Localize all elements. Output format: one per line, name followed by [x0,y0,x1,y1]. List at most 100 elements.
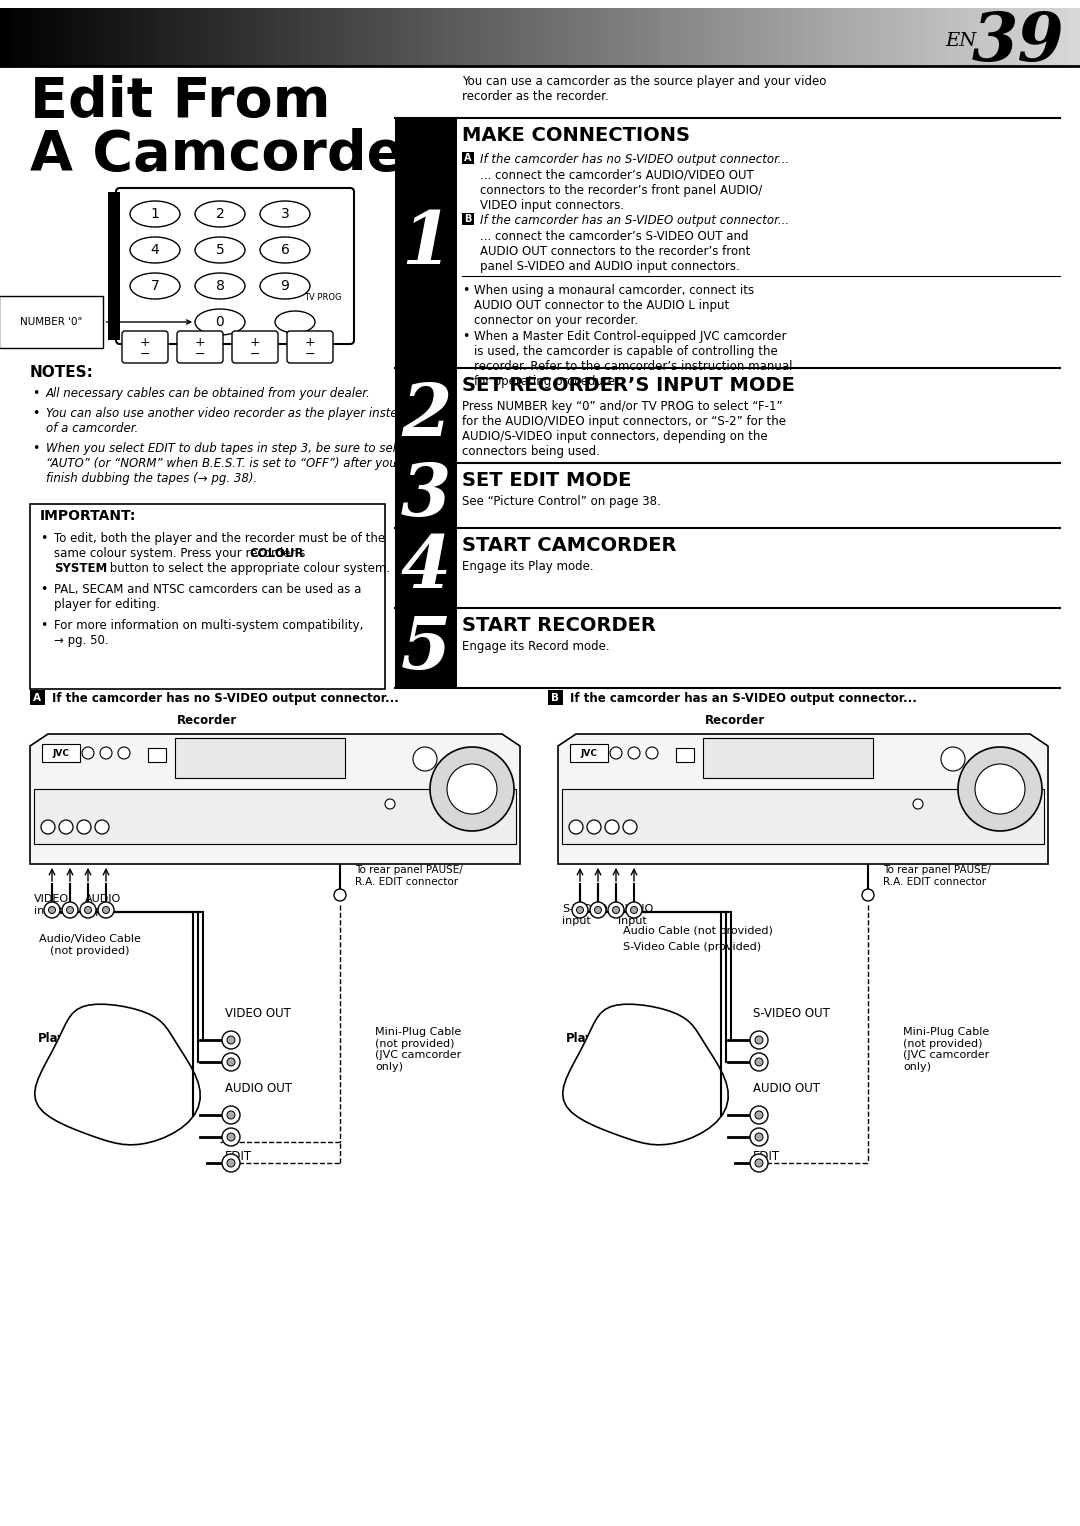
Bar [475,8,480,66]
Bar [856,8,862,66]
Text: If the camcorder has an S-VIDEO output connector...: If the camcorder has an S-VIDEO output c… [570,691,917,705]
Bar [634,8,638,66]
Bar [986,8,991,66]
Bar [252,8,257,66]
Text: 3: 3 [281,208,289,221]
Bar [30,504,384,690]
Bar [576,8,581,66]
Text: START RECORDER: START RECORDER [462,617,656,635]
Text: 5: 5 [216,243,225,256]
Text: AUDIO
input: AUDIO input [618,903,654,926]
Polygon shape [558,734,1048,864]
Circle shape [118,748,130,758]
Bar [57,8,63,66]
Bar [594,8,598,66]
Bar [51,8,55,66]
Bar [278,8,282,66]
Bar [356,8,361,66]
Bar [292,8,296,66]
Text: 39: 39 [972,11,1065,75]
Bar [259,8,264,66]
Bar [759,8,765,66]
Bar [219,8,225,66]
Text: Player: Player [566,1032,608,1045]
Text: 4: 4 [401,533,451,603]
Bar [580,8,584,66]
Bar [645,8,649,66]
Text: •: • [40,533,48,545]
Bar [213,8,217,66]
Bar [688,8,692,66]
Bar [454,8,458,66]
Bar [389,8,393,66]
Circle shape [975,765,1025,813]
Bar [270,8,274,66]
Bar [32,8,37,66]
Bar [788,8,793,66]
Bar [684,8,689,66]
Text: 1: 1 [401,208,451,279]
Bar [440,8,444,66]
Bar [216,8,220,66]
Bar [1066,8,1070,66]
Bar [130,8,134,66]
Bar [796,8,800,66]
Bar [623,8,627,66]
Text: Press NUMBER key “0” and/or TV PROG to select “F-1”
for the AUDIO/VIDEO input co: Press NUMBER key “0” and/or TV PROG to s… [462,400,786,458]
Circle shape [84,906,92,914]
Bar [119,8,123,66]
Bar [483,8,487,66]
Bar [835,8,840,66]
Bar [810,8,814,66]
Circle shape [572,902,588,919]
Bar [1040,8,1045,66]
Bar [602,8,606,66]
Circle shape [590,902,606,919]
Bar [731,8,735,66]
Bar [1069,8,1074,66]
Bar [619,8,624,66]
Bar [651,8,657,66]
Bar [515,8,519,66]
Bar [694,8,700,66]
Bar [327,8,333,66]
Bar [370,8,376,66]
Bar [165,8,171,66]
Text: button to select the appropriate colour system.: button to select the appropriate colour … [106,562,390,575]
Text: When you select EDIT to dub tapes in step 3, be sure to select
“AUTO” (or “NORM”: When you select EDIT to dub tapes in ste… [46,443,415,485]
Bar [295,8,300,66]
Bar [1062,8,1067,66]
Ellipse shape [275,311,315,333]
Bar [162,8,166,66]
Bar [770,8,775,66]
Bar [781,8,786,66]
Bar [526,8,530,66]
Bar [799,8,804,66]
Text: COLOUR: COLOUR [249,546,303,560]
Text: 2: 2 [216,208,225,221]
Bar [30,690,45,705]
Bar [896,8,901,66]
Text: START CAMCORDER: START CAMCORDER [462,536,676,555]
Bar [175,739,345,778]
Bar [846,8,851,66]
Bar [828,8,833,66]
Text: You can also use another video recorder as the player instead
of a camcorder.: You can also use another video recorder … [46,407,413,435]
Bar [267,8,271,66]
Bar [562,8,566,66]
Text: VIDEO OUT: VIDEO OUT [225,1007,291,1019]
Text: TV PROG: TV PROG [305,293,342,302]
Bar [54,8,58,66]
Bar [346,8,350,66]
Bar [572,8,577,66]
Circle shape [577,906,583,914]
Bar [813,8,819,66]
Polygon shape [35,1004,200,1144]
Bar [248,8,253,66]
Circle shape [222,1032,240,1048]
Bar [407,8,411,66]
Text: SET RECORDER’S INPUT MODE: SET RECORDER’S INPUT MODE [462,375,795,395]
Bar [569,8,573,66]
Bar [832,8,836,66]
Bar [691,8,696,66]
